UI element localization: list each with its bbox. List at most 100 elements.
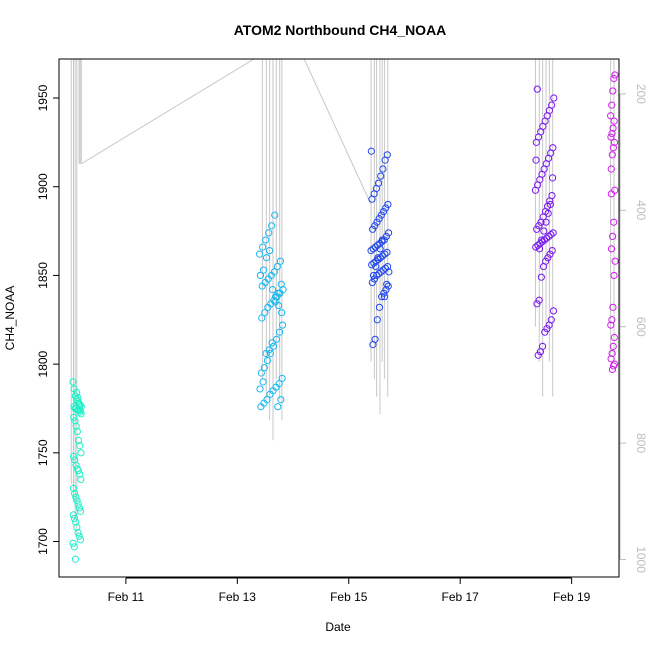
data-point (276, 257, 284, 265)
data-point (380, 236, 388, 244)
data-point (374, 254, 382, 262)
data-point (372, 257, 380, 265)
axes: 1700 1750 1800 1850 1900 1950 Feb 11 Feb 13 Feb … (36, 84, 648, 604)
data-point (74, 394, 82, 402)
data-point (377, 211, 385, 219)
right-tick-label: 400 (634, 200, 648, 220)
data-point (548, 174, 557, 182)
data-point (544, 209, 552, 217)
data-point (77, 410, 85, 418)
data-point (265, 246, 274, 255)
data-point (609, 342, 617, 350)
y-tick-label: 1800 (36, 350, 50, 377)
data-point (263, 356, 271, 365)
data-point (534, 241, 542, 249)
data-point (373, 271, 381, 280)
data-point (608, 129, 616, 138)
data-point (540, 236, 549, 244)
data-point (608, 151, 616, 159)
x-tick-label: Feb 15 (330, 590, 368, 604)
data-point (372, 262, 380, 271)
data-point (541, 328, 549, 336)
data-point (373, 316, 381, 324)
data-point (535, 296, 543, 304)
data-point (75, 470, 84, 478)
data-point (271, 211, 279, 219)
plot-area (69, 59, 619, 563)
data-point (371, 335, 379, 343)
data-point (265, 229, 273, 237)
data-point (74, 436, 83, 445)
data-point (377, 172, 385, 180)
data-point (546, 250, 554, 258)
data-point (272, 335, 281, 343)
data-point (368, 278, 376, 287)
data-point (609, 87, 617, 95)
data-point (72, 518, 80, 526)
data-point (540, 227, 548, 235)
data-point (380, 293, 389, 301)
data-point (266, 349, 275, 358)
data-point (375, 303, 384, 311)
data-point (607, 321, 615, 329)
data-point (75, 504, 84, 512)
data-point (369, 271, 378, 280)
data-point (369, 245, 377, 253)
data-point (75, 401, 83, 409)
data-point (374, 179, 383, 187)
data-point (69, 484, 78, 492)
data-point (382, 232, 390, 240)
data-point (270, 268, 278, 276)
data-point (607, 190, 616, 198)
data-point (536, 239, 544, 248)
right-tick-label: 200 (634, 84, 648, 104)
data-point (607, 112, 615, 120)
data-point (268, 339, 276, 347)
data-point (272, 293, 280, 301)
data-point (546, 200, 554, 209)
data-point (77, 475, 85, 484)
data-point (263, 396, 271, 404)
data-point (609, 303, 617, 311)
data-point (259, 378, 267, 386)
data-point (273, 262, 281, 271)
data-point (73, 388, 81, 397)
right-tick-label: 800 (634, 433, 648, 453)
data-point (275, 301, 283, 310)
data-point (265, 346, 273, 354)
x-tick-label: Feb 11 (108, 590, 145, 604)
data-point (533, 85, 541, 93)
data-point (533, 225, 541, 233)
data-point (383, 151, 391, 159)
data-point (275, 328, 284, 336)
data-point (275, 380, 283, 388)
data-point (384, 282, 392, 290)
data-point (537, 273, 545, 281)
data-point (547, 231, 555, 239)
y-tick-label: 1700 (36, 528, 50, 555)
data-point (608, 349, 616, 358)
data-point (381, 250, 389, 258)
x-tick-label: Feb 13 (219, 590, 257, 604)
data-point (75, 532, 83, 540)
y-tick-label: 1900 (36, 173, 50, 200)
data-point (610, 138, 619, 146)
data-point (369, 225, 377, 233)
data-point (379, 207, 388, 216)
data-point (533, 300, 541, 308)
data-point (367, 246, 375, 255)
data-point (609, 362, 618, 370)
data-point (379, 252, 387, 260)
data-point (611, 71, 619, 79)
data-point (261, 309, 269, 317)
data-point (542, 257, 550, 265)
plot-frame (58, 58, 620, 578)
data-point (277, 396, 285, 404)
data-point (538, 236, 546, 244)
data-point (71, 456, 79, 464)
right-tick-label: 600 (634, 317, 648, 337)
data-point (549, 144, 557, 152)
data-point (74, 529, 82, 537)
